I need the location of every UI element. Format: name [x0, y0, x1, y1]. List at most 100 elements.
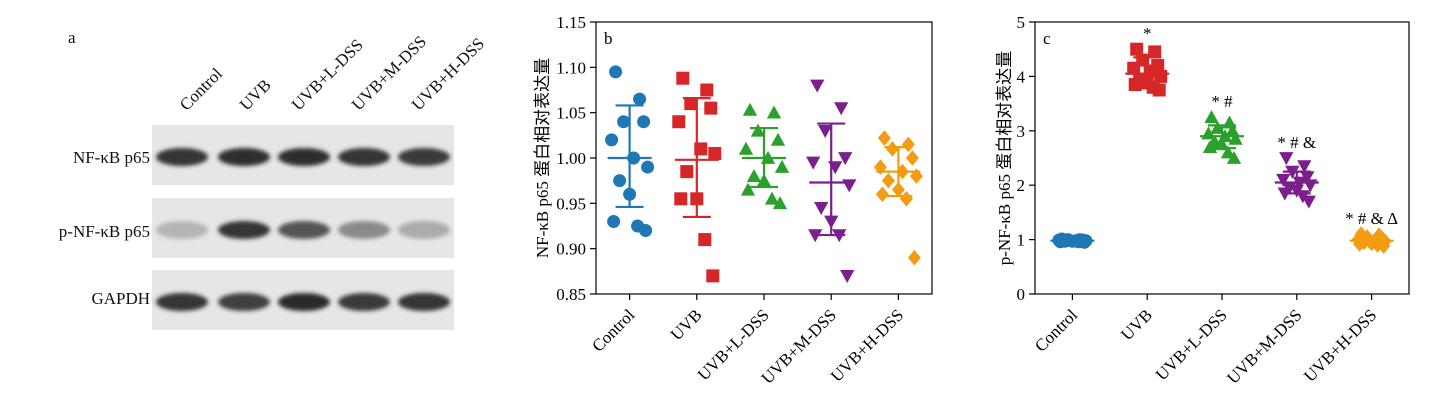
chart-b-point-0-9: [607, 214, 621, 228]
chart-b-series-0: [605, 65, 655, 238]
chart-b-xtick-label-4: UVB+H-DSS: [827, 305, 907, 385]
chart-c-point-3-3: [1300, 171, 1315, 185]
chart-b-point-0-3: [637, 115, 651, 129]
chart-b-ytick-label-0: 0.85: [556, 285, 586, 304]
chart-c-point-3-11: [1301, 195, 1316, 209]
chart-c-ytick-label-2: 2: [1017, 176, 1026, 195]
blot-image: [152, 125, 454, 330]
chart-b-point-3-7: [814, 202, 829, 216]
chart-c-point-1-1: [1148, 45, 1162, 59]
chart-c-annotation-2: * #: [1211, 92, 1233, 111]
blot-band-1-2: [278, 221, 330, 239]
chart-b-xtick-label-1: UVB: [667, 305, 706, 344]
chart-c-xtick-label-0: Control: [1031, 305, 1081, 355]
chart-b-point-2-9: [740, 182, 756, 196]
chart-b-point-0-0: [609, 65, 623, 79]
chart-b-point-4-3: [905, 150, 919, 166]
chart-c-point-2-6: [1228, 131, 1243, 145]
chart-b-point-0-11: [639, 224, 653, 238]
chart-c-xtick-label-2: UVB+L-DSS: [1152, 305, 1231, 384]
chart-c-ytick-label-3: 3: [1017, 122, 1026, 141]
blot-band-0-1: [218, 148, 270, 166]
chart-b-point-1-10: [698, 233, 712, 247]
chart-b-point-4-1: [901, 136, 915, 153]
chart-c-ytick-label-5: 5: [1017, 13, 1026, 32]
chart-b-point-3-0: [810, 79, 825, 93]
chart-b-point-2-10: [764, 191, 780, 205]
chart-b-point-2-4: [738, 141, 754, 155]
chart-b-point-3-2: [818, 124, 833, 138]
chart-c-point-3-4: [1276, 173, 1291, 187]
chart-b-ytick-label-6: 1.15: [556, 13, 586, 32]
chart-b-point-4-10: [899, 191, 913, 207]
chart-b-ytick-label-1: 0.90: [556, 240, 586, 259]
chart-c-series-2: [1200, 110, 1244, 164]
blot-band-1-1: [218, 221, 270, 239]
chart-b-point-1-0: [676, 71, 690, 85]
chart-b-point-4-0: [877, 130, 891, 146]
blot-label-p-nfkb: p-NF-κB p65: [58, 222, 150, 241]
blot-band-0-3: [338, 148, 390, 166]
blot-band-0-0: [156, 148, 208, 166]
blot-band-1-0: [156, 221, 208, 239]
chart-b-point-0-4: [605, 133, 619, 147]
chart-b-ytick-label-3: 1.00: [556, 149, 586, 168]
chart-b-point-2-2: [750, 123, 766, 137]
chart-c-series-0: [1050, 232, 1095, 249]
chart-c-annotation-1: *: [1143, 24, 1152, 43]
chart-b-point-4-11: [907, 249, 921, 266]
chart-b-point-1-3: [704, 101, 718, 115]
chart-b-ytick-label-4: 1.05: [556, 104, 586, 123]
chart-b-point-0-1: [633, 92, 647, 106]
blot-band-1-3: [338, 221, 390, 239]
chart-c-ylabel: p-NF-κB p65 蛋白相对表达量: [995, 51, 1014, 265]
panel-a: a Control UVB UVB+L-DSS UVB+M-DSS UVB+H-…: [0, 0, 488, 413]
chart-b-ylabel: NF-κB p65 蛋白相对表达量: [533, 58, 552, 258]
chart-c-ytick-label-0: 0: [1017, 285, 1026, 304]
blot-band-0-4: [398, 148, 450, 166]
blot-band-0-2: [278, 148, 330, 166]
chart-b-point-2-7: [746, 168, 762, 182]
chart-b-point-2-11: [772, 196, 788, 210]
chart-c-series-4: [1349, 226, 1394, 254]
chart-b-point-3-1: [834, 102, 849, 116]
chart-b-point-1-6: [708, 146, 722, 160]
chart-c-ytick-label-1: 1: [1017, 231, 1026, 250]
chart-c-series-1: [1125, 42, 1170, 97]
chart-b-point-1-7: [680, 165, 694, 179]
chart-c-point-2-10: [1220, 145, 1236, 159]
chart-b-point-3-6: [842, 179, 857, 193]
chart-c-point-2-11: [1226, 150, 1242, 164]
chart-b-point-3-9: [808, 229, 823, 243]
chart-c-panel-letter: c: [1043, 29, 1051, 48]
chart-b-ytick-label-5: 1.10: [556, 58, 586, 77]
chart-b-point-1-2: [684, 97, 698, 111]
chart-b-point-2-0: [742, 102, 758, 116]
chart-b-series-2: [738, 102, 790, 210]
chart-b-point-1-4: [672, 115, 686, 129]
chart-b-point-3-3: [838, 152, 853, 166]
chart-c-series-3: [1274, 152, 1319, 209]
chart-b-point-0-6: [641, 160, 655, 174]
chart-b-point-1-1: [700, 83, 714, 97]
chart-b: b 0.85 0.90 0.95 1.00 1.05 1.10 1.15 NF-κB p65 蛋…: [533, 13, 933, 388]
chart-b-series-3: [806, 79, 857, 284]
chart-b-point-2-1: [766, 105, 782, 119]
chart-b-point-1-11: [706, 269, 720, 283]
chart-b-panel-letter: b: [604, 29, 613, 48]
chart-c-xtick-label-1: UVB: [1117, 305, 1156, 344]
chart-c-annotation-3: * # &: [1277, 133, 1316, 152]
chart-c-point-2-1: [1222, 115, 1237, 129]
chart-b-series-4: [873, 130, 923, 266]
chart-b-point-4-2: [885, 141, 899, 157]
chart-b-point-4-9: [875, 186, 889, 203]
chart-b-point-1-9: [674, 192, 688, 206]
chart-b-ytick-label-2: 0.95: [556, 194, 586, 213]
chart-b-point-4-7: [881, 172, 895, 189]
chart-b-series-1: [672, 71, 722, 283]
chart-c-point-2-0: [1204, 110, 1219, 124]
chart-c-point-1-4: [1127, 61, 1141, 75]
chart-c-xtick-label-3: UVB+M-DSS: [1223, 305, 1305, 387]
chart-c-point-1-11: [1152, 83, 1166, 97]
